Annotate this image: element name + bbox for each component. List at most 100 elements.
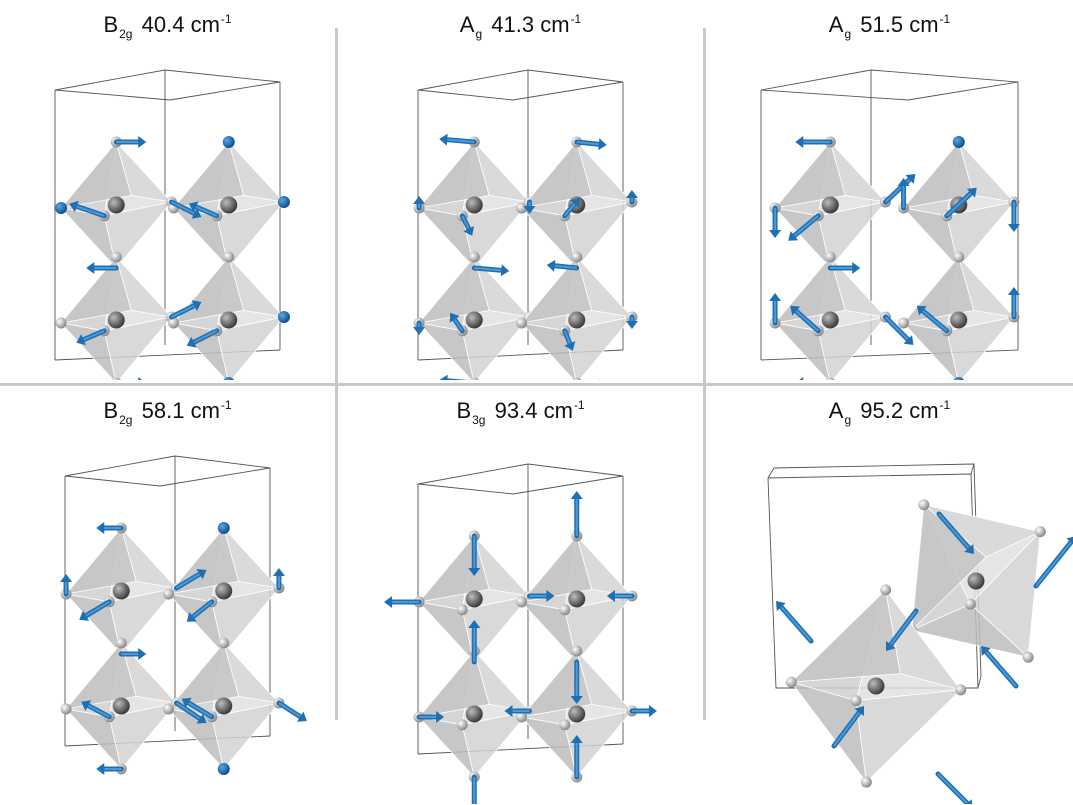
octahedron — [516, 136, 638, 274]
octahedron-face — [829, 141, 887, 203]
ligand-atom — [516, 202, 528, 214]
displacement-arrow — [459, 213, 475, 236]
displacement-arrow — [882, 174, 916, 205]
octahedron-face — [223, 642, 281, 704]
octahedron-face — [223, 527, 281, 589]
panel-mode-4: B2g 58.1 cm-1 — [0, 386, 335, 805]
arrow-head — [964, 544, 974, 554]
vertical-divider-right — [703, 28, 706, 720]
displacement-arrow — [217, 522, 230, 534]
arrow-head — [79, 610, 90, 621]
displacement-arrow — [60, 574, 73, 597]
displacement-arrow — [827, 262, 861, 274]
mode-unit-exponent: -1 — [573, 398, 585, 412]
octahedron-face — [817, 201, 887, 269]
octahedron — [785, 584, 967, 788]
cell-edge — [417, 69, 624, 101]
mode-symbol: A — [828, 12, 844, 37]
octahedron-face — [120, 527, 178, 589]
arrow-head — [463, 225, 475, 236]
center-atom — [112, 697, 130, 715]
displacement-arrow — [96, 522, 124, 534]
arrow-head — [570, 491, 583, 499]
octahedron-face — [115, 256, 173, 318]
structure-diagram-3 — [760, 69, 1020, 380]
octahedron-face — [946, 316, 1015, 380]
panel-mode-6: Ag 95.2 cm-1 — [706, 386, 1073, 805]
displacement-arrow — [55, 202, 68, 214]
mode-frequency: 58.1 — [141, 398, 185, 423]
displacement-arrow — [413, 196, 426, 211]
ligand-atom — [1022, 651, 1034, 663]
octahedron — [413, 530, 535, 668]
displacement-arrow — [76, 328, 107, 346]
arrow-head — [384, 596, 393, 608]
octahedron-face — [958, 256, 1016, 318]
mode-unit: cm — [540, 12, 570, 37]
mode-title: B3g 93.4 cm-1 — [338, 398, 703, 427]
ligand-atom — [850, 695, 862, 707]
ligand-atom — [218, 637, 230, 649]
arrow-shaft-highlight — [461, 215, 470, 230]
arrow-shaft-highlight — [563, 330, 571, 344]
arrow-shaft-highlight — [474, 267, 502, 272]
octahedron — [898, 251, 1020, 380]
mode-title: B2g 58.1 cm-1 — [0, 398, 335, 427]
displacement-tip — [217, 763, 230, 775]
mode-title: Ag 95.2 cm-1 — [706, 398, 1073, 427]
arrow-head — [468, 568, 481, 576]
arrow-head — [96, 522, 105, 534]
arrow-head — [196, 568, 207, 580]
arrow-shaft-highlight — [175, 573, 201, 589]
octahedron — [769, 136, 891, 274]
unit-cell — [417, 463, 624, 755]
arrow-head — [468, 620, 481, 628]
displacement-arrow — [173, 700, 207, 724]
arrow-shaft-highlight — [76, 205, 105, 217]
arrow-head — [966, 187, 977, 198]
arrow-head — [546, 259, 556, 272]
displacement-arrow — [795, 136, 833, 148]
mode-unit-exponent: -1 — [220, 12, 232, 26]
arrow-head — [903, 335, 914, 345]
octahedron-face — [946, 201, 1015, 269]
displacement-arrow — [168, 199, 202, 219]
arrow-head — [790, 305, 801, 316]
ligand-atom — [469, 377, 479, 380]
octahedron — [55, 251, 177, 380]
ligand-atom — [60, 703, 72, 715]
ligand-atom — [559, 604, 571, 616]
octahedron-face — [103, 316, 173, 380]
arrow-shaft-highlight — [946, 192, 972, 217]
octahedron-face — [564, 201, 633, 269]
displacement-arrow — [449, 312, 465, 334]
arrow-head — [546, 590, 555, 602]
arrow-head — [648, 705, 657, 717]
arrow-head — [1007, 224, 1020, 232]
arrow-shaft-highlight — [780, 606, 812, 642]
displacement-arrow — [113, 136, 147, 148]
ligand-atom — [559, 719, 571, 731]
mode-unit-exponent: -1 — [220, 398, 232, 412]
arrow-head — [191, 300, 202, 311]
displacement-arrow — [173, 568, 207, 591]
displacement-arrow — [574, 138, 607, 151]
center-atom — [220, 196, 238, 214]
displacement-arrow — [1033, 536, 1073, 589]
octahedron-face — [564, 595, 633, 663]
structure-diagram-1 — [54, 69, 290, 380]
center-atom — [568, 311, 586, 329]
arrow-shaft-highlight — [175, 702, 201, 720]
displacement-arrow — [769, 293, 782, 326]
arrow-head — [436, 711, 445, 723]
displacement-arrow — [788, 213, 821, 241]
mode-unit: cm — [909, 398, 939, 423]
center-atom — [107, 311, 125, 329]
arrow-head — [788, 231, 799, 241]
center-atom — [967, 572, 985, 590]
ligand-atom — [1034, 526, 1046, 538]
ligand-atom — [955, 684, 967, 696]
arrow-head — [598, 138, 607, 151]
arrow-head — [905, 174, 916, 184]
ligand-atom — [468, 251, 480, 263]
